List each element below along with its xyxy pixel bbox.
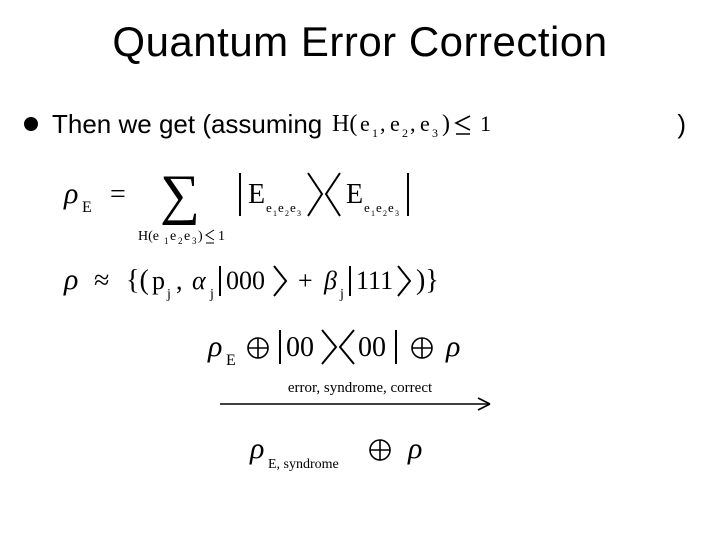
equation-result-svg: ρ E, syndrome ρ: [230, 428, 490, 474]
svg-text:e: e: [390, 111, 400, 136]
equation-rho: ρ ≈ {( p j , α j 000 + β j 111 )}: [60, 256, 660, 306]
svg-text:): ): [442, 111, 450, 137]
close-paren: ): [677, 109, 696, 140]
svg-text:j: j: [339, 287, 344, 302]
svg-text:3: 3: [297, 209, 301, 218]
svg-text:E: E: [248, 179, 265, 210]
svg-text:{(: {(: [126, 265, 149, 296]
svg-text:e: e: [266, 200, 272, 215]
svg-text:e: e: [290, 200, 296, 215]
svg-text:e: e: [170, 229, 176, 244]
svg-text:2: 2: [402, 126, 408, 140]
svg-text:3: 3: [395, 209, 399, 218]
svg-text:e: e: [184, 229, 190, 244]
hamming-condition: H( e 1 , e 2 , e 3 ) 1: [330, 108, 540, 140]
svg-text:+: +: [298, 266, 313, 295]
svg-text:E: E: [226, 352, 236, 369]
equation-area: ρ E = ∑ H(e 1 e 2 e 3 ) 1 E e 1 e: [60, 150, 660, 482]
svg-text:ρ: ρ: [249, 432, 264, 465]
svg-text:00: 00: [358, 332, 386, 363]
svg-text:,: ,: [410, 111, 416, 136]
svg-text:1: 1: [480, 111, 491, 136]
bullet-row: Then we get (assuming H( e 1 , e 2 , e 3…: [24, 108, 696, 140]
svg-text:β: β: [323, 266, 337, 295]
slide-title: Quantum Error Correction: [0, 18, 720, 66]
svg-text:2: 2: [285, 209, 289, 218]
process-arrow: error, syndrome, correct: [60, 378, 660, 420]
svg-text:e: e: [360, 111, 370, 136]
svg-text:H(e: H(e: [138, 229, 159, 244]
svg-text:2: 2: [178, 236, 183, 246]
svg-text:ρ: ρ: [407, 432, 422, 465]
svg-text:α: α: [192, 266, 207, 295]
equation-rhoE: ρ E = ∑ H(e 1 e 2 e 3 ) 1 E e 1 e: [60, 158, 660, 248]
arrow-label: error, syndrome, correct: [288, 380, 433, 396]
svg-text:1: 1: [371, 209, 375, 218]
svg-text:p: p: [152, 266, 165, 295]
svg-text:e: e: [364, 200, 370, 215]
svg-text:ρ: ρ: [63, 263, 78, 296]
svg-text:1: 1: [164, 236, 169, 246]
svg-text:∑: ∑: [160, 164, 200, 226]
svg-text:1: 1: [273, 209, 277, 218]
svg-text:e: e: [420, 111, 430, 136]
svg-text:3: 3: [432, 126, 438, 140]
svg-text:)}: )}: [416, 265, 439, 296]
svg-text:,: ,: [176, 266, 183, 295]
svg-text:j: j: [209, 287, 214, 302]
svg-text:ρ: ρ: [207, 330, 222, 363]
slide: Quantum Error Correction Then we get (as…: [0, 0, 720, 540]
svg-text:000: 000: [226, 266, 265, 295]
svg-text:3: 3: [192, 236, 197, 246]
equation-result: ρ E, syndrome ρ: [60, 428, 660, 474]
svg-text:E: E: [346, 179, 363, 210]
svg-text:): ): [198, 229, 203, 244]
bullet-icon: [24, 117, 38, 131]
svg-text:H(: H(: [332, 111, 357, 137]
svg-text:00: 00: [286, 332, 314, 363]
svg-text:=: =: [110, 179, 126, 210]
svg-text:1: 1: [372, 126, 378, 140]
svg-text:,: ,: [380, 111, 386, 136]
svg-text:E, syndrome: E, syndrome: [268, 457, 339, 472]
bullet-text: Then we get (assuming: [52, 109, 322, 140]
svg-text:e: e: [278, 200, 284, 215]
svg-text:ρ: ρ: [63, 177, 78, 210]
equation-rho-svg: ρ ≈ {( p j , α j 000 + β j 111 )}: [60, 256, 580, 306]
svg-text:2: 2: [383, 209, 387, 218]
equation-rhoE-svg: ρ E = ∑ H(e 1 e 2 e 3 ) 1 E e 1 e: [60, 158, 580, 248]
svg-text:ρ: ρ: [445, 330, 460, 363]
svg-text:≈: ≈: [94, 265, 109, 296]
process-arrow-svg: error, syndrome, correct: [200, 378, 520, 420]
svg-text:111: 111: [356, 266, 393, 295]
svg-text:E: E: [82, 199, 92, 216]
svg-text:j: j: [166, 287, 171, 302]
svg-text:e: e: [376, 200, 382, 215]
svg-text:e: e: [388, 200, 394, 215]
svg-text:1: 1: [218, 229, 225, 244]
equation-tensor-svg: ρ E 00 00 ρ: [200, 324, 520, 370]
equation-tensor: ρ E 00 00 ρ: [60, 324, 660, 370]
